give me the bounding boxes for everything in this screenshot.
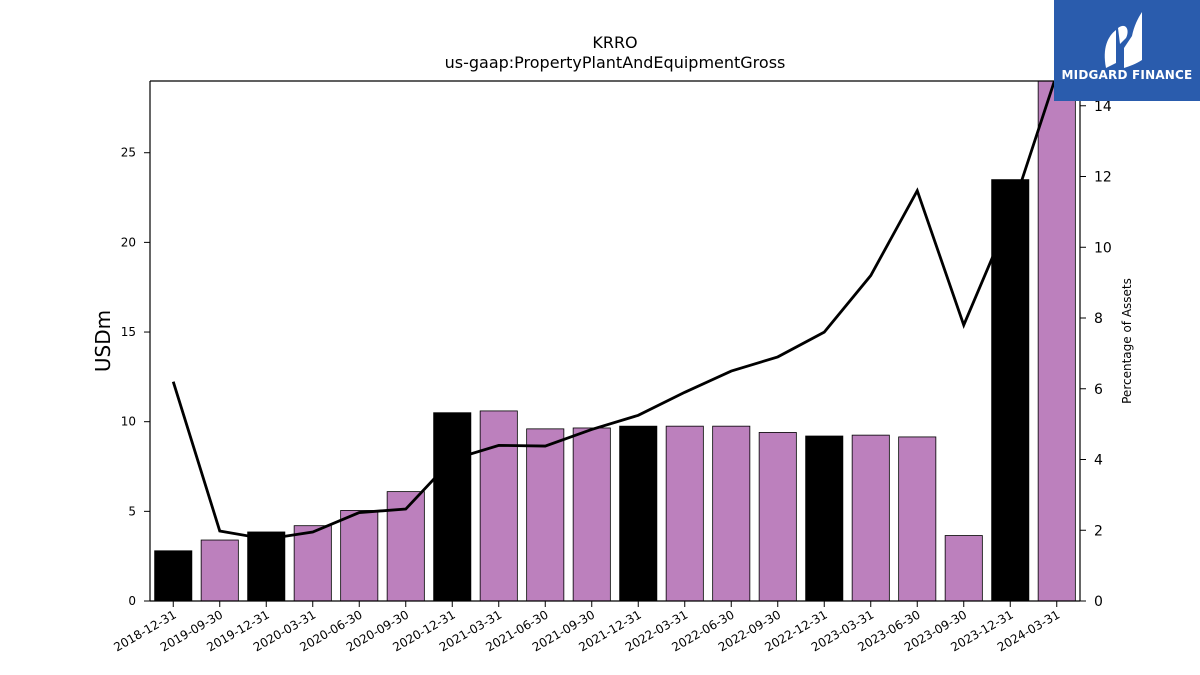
bar-2018-12-31 xyxy=(154,550,193,602)
bar-2020-12-31 xyxy=(433,412,472,602)
chart-title: KRRO xyxy=(592,33,637,52)
bar-2023-03-31 xyxy=(851,434,890,602)
y2-axis-label: Percentage of Assets xyxy=(1120,278,1134,404)
y2-tick-label: 14 xyxy=(1094,99,1112,115)
bar-2020-03-31 xyxy=(293,525,332,602)
y-tick-label: 5 xyxy=(128,504,136,518)
y-tick-label: 10 xyxy=(121,415,136,429)
brand-logo: MIDGARD FINANCE xyxy=(1054,0,1200,101)
brand-name: MIDGARD FINANCE xyxy=(1061,68,1193,82)
chart-subtitle: us-gaap:PropertyPlantAndEquipmentGross xyxy=(445,53,786,72)
bar-2020-06-30 xyxy=(340,510,379,602)
bar-2023-09-30 xyxy=(944,535,983,602)
y2-tick-label: 10 xyxy=(1094,240,1112,256)
y2-tick-label: 6 xyxy=(1094,382,1103,398)
y-tick-label: 15 xyxy=(121,325,136,339)
bar-2021-06-30 xyxy=(526,428,565,602)
bar-2019-12-31 xyxy=(247,531,286,602)
bar-2019-09-30 xyxy=(200,539,239,602)
bar-2022-09-30 xyxy=(758,432,797,602)
midgard-logo-icon xyxy=(1104,12,1142,68)
bar-2022-12-31 xyxy=(805,435,844,602)
y-tick-label: 20 xyxy=(121,235,136,249)
y-tick-label: 0 xyxy=(128,594,136,608)
bar-2024-03-31 xyxy=(1037,80,1076,602)
y2-tick-label: 4 xyxy=(1094,453,1103,469)
bar-2023-12-31 xyxy=(991,179,1030,602)
bar-2023-06-30 xyxy=(898,436,937,602)
y2-tick-label: 0 xyxy=(1094,594,1103,610)
bar-2022-03-31 xyxy=(665,425,704,602)
percentage-of-assets-line xyxy=(171,81,1056,541)
y-tick-label: 25 xyxy=(121,146,136,160)
y2-tick-label: 12 xyxy=(1094,170,1112,186)
y-axis-label: USDm xyxy=(91,310,115,372)
bar-2021-12-31 xyxy=(619,425,658,602)
y2-tick-label: 2 xyxy=(1094,523,1103,539)
bar-2021-09-30 xyxy=(572,427,611,602)
y2-tick-label: 8 xyxy=(1094,311,1103,327)
bar-2021-03-31 xyxy=(479,410,518,602)
bar-2022-06-30 xyxy=(712,425,751,602)
